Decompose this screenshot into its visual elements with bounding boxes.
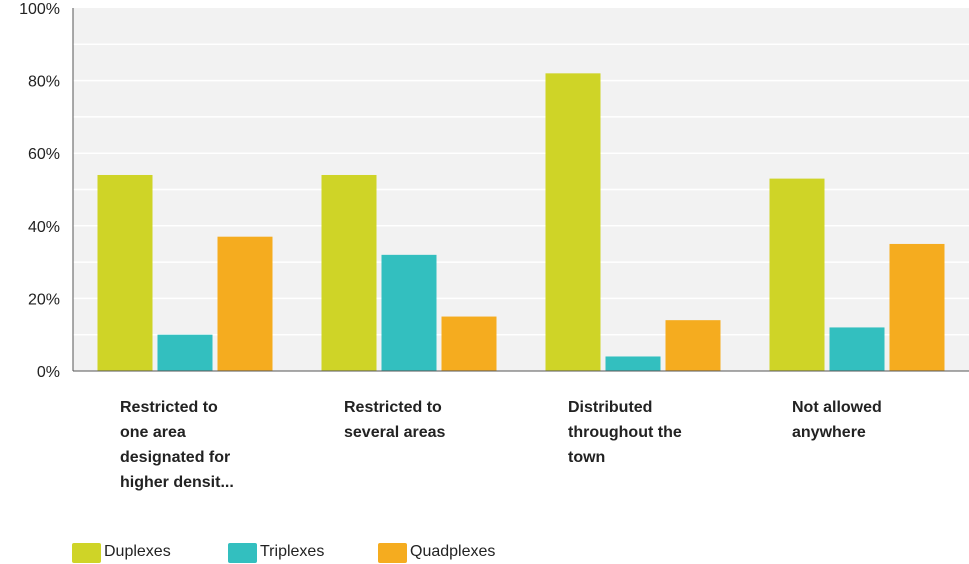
x-category-label: Distributed throughout the town xyxy=(568,399,682,466)
legend-swatch-triplexes xyxy=(228,543,257,563)
y-tick-label: 20% xyxy=(28,291,60,308)
bar-duplexes xyxy=(769,178,825,371)
bar-duplexes xyxy=(97,174,153,371)
bar-quadplexes xyxy=(665,320,721,371)
y-tick-label: 80% xyxy=(28,74,60,91)
bar-quadplexes xyxy=(889,243,945,371)
legend-label-triplexes: Triplexes xyxy=(260,543,324,560)
y-tick-labels: 0% 20% 40% 60% 80% 100% xyxy=(19,1,60,381)
y-tick-label: 40% xyxy=(28,219,60,236)
bar-duplexes xyxy=(545,73,601,371)
legend-label-quadplexes: Quadplexes xyxy=(410,543,495,560)
y-tick-label: 0% xyxy=(37,364,60,381)
x-category-label: Not allowed anywhere xyxy=(792,399,882,441)
bar-duplexes xyxy=(321,174,377,371)
bar-triplexes xyxy=(381,254,437,371)
bar-quadplexes xyxy=(441,316,497,371)
legend: Duplexes Triplexes Quadplexes xyxy=(72,543,495,563)
x-category-label: Restricted to one area designated for highe… xyxy=(120,399,234,491)
y-tick-label: 100% xyxy=(19,1,60,18)
x-category-label: Restricted to several areas xyxy=(344,399,446,441)
bar-quadplexes xyxy=(217,236,273,371)
legend-label-duplexes: Duplexes xyxy=(104,543,171,560)
bars xyxy=(97,73,945,371)
x-category-labels: Restricted to one area designated for highe… xyxy=(120,399,882,491)
legend-swatch-duplexes xyxy=(72,543,101,563)
bar-triplexes xyxy=(157,334,213,371)
legend-swatch-quadplexes xyxy=(378,543,407,563)
bar-triplexes xyxy=(605,356,661,371)
y-tick-label: 60% xyxy=(28,146,60,163)
bar-triplexes xyxy=(829,327,885,371)
